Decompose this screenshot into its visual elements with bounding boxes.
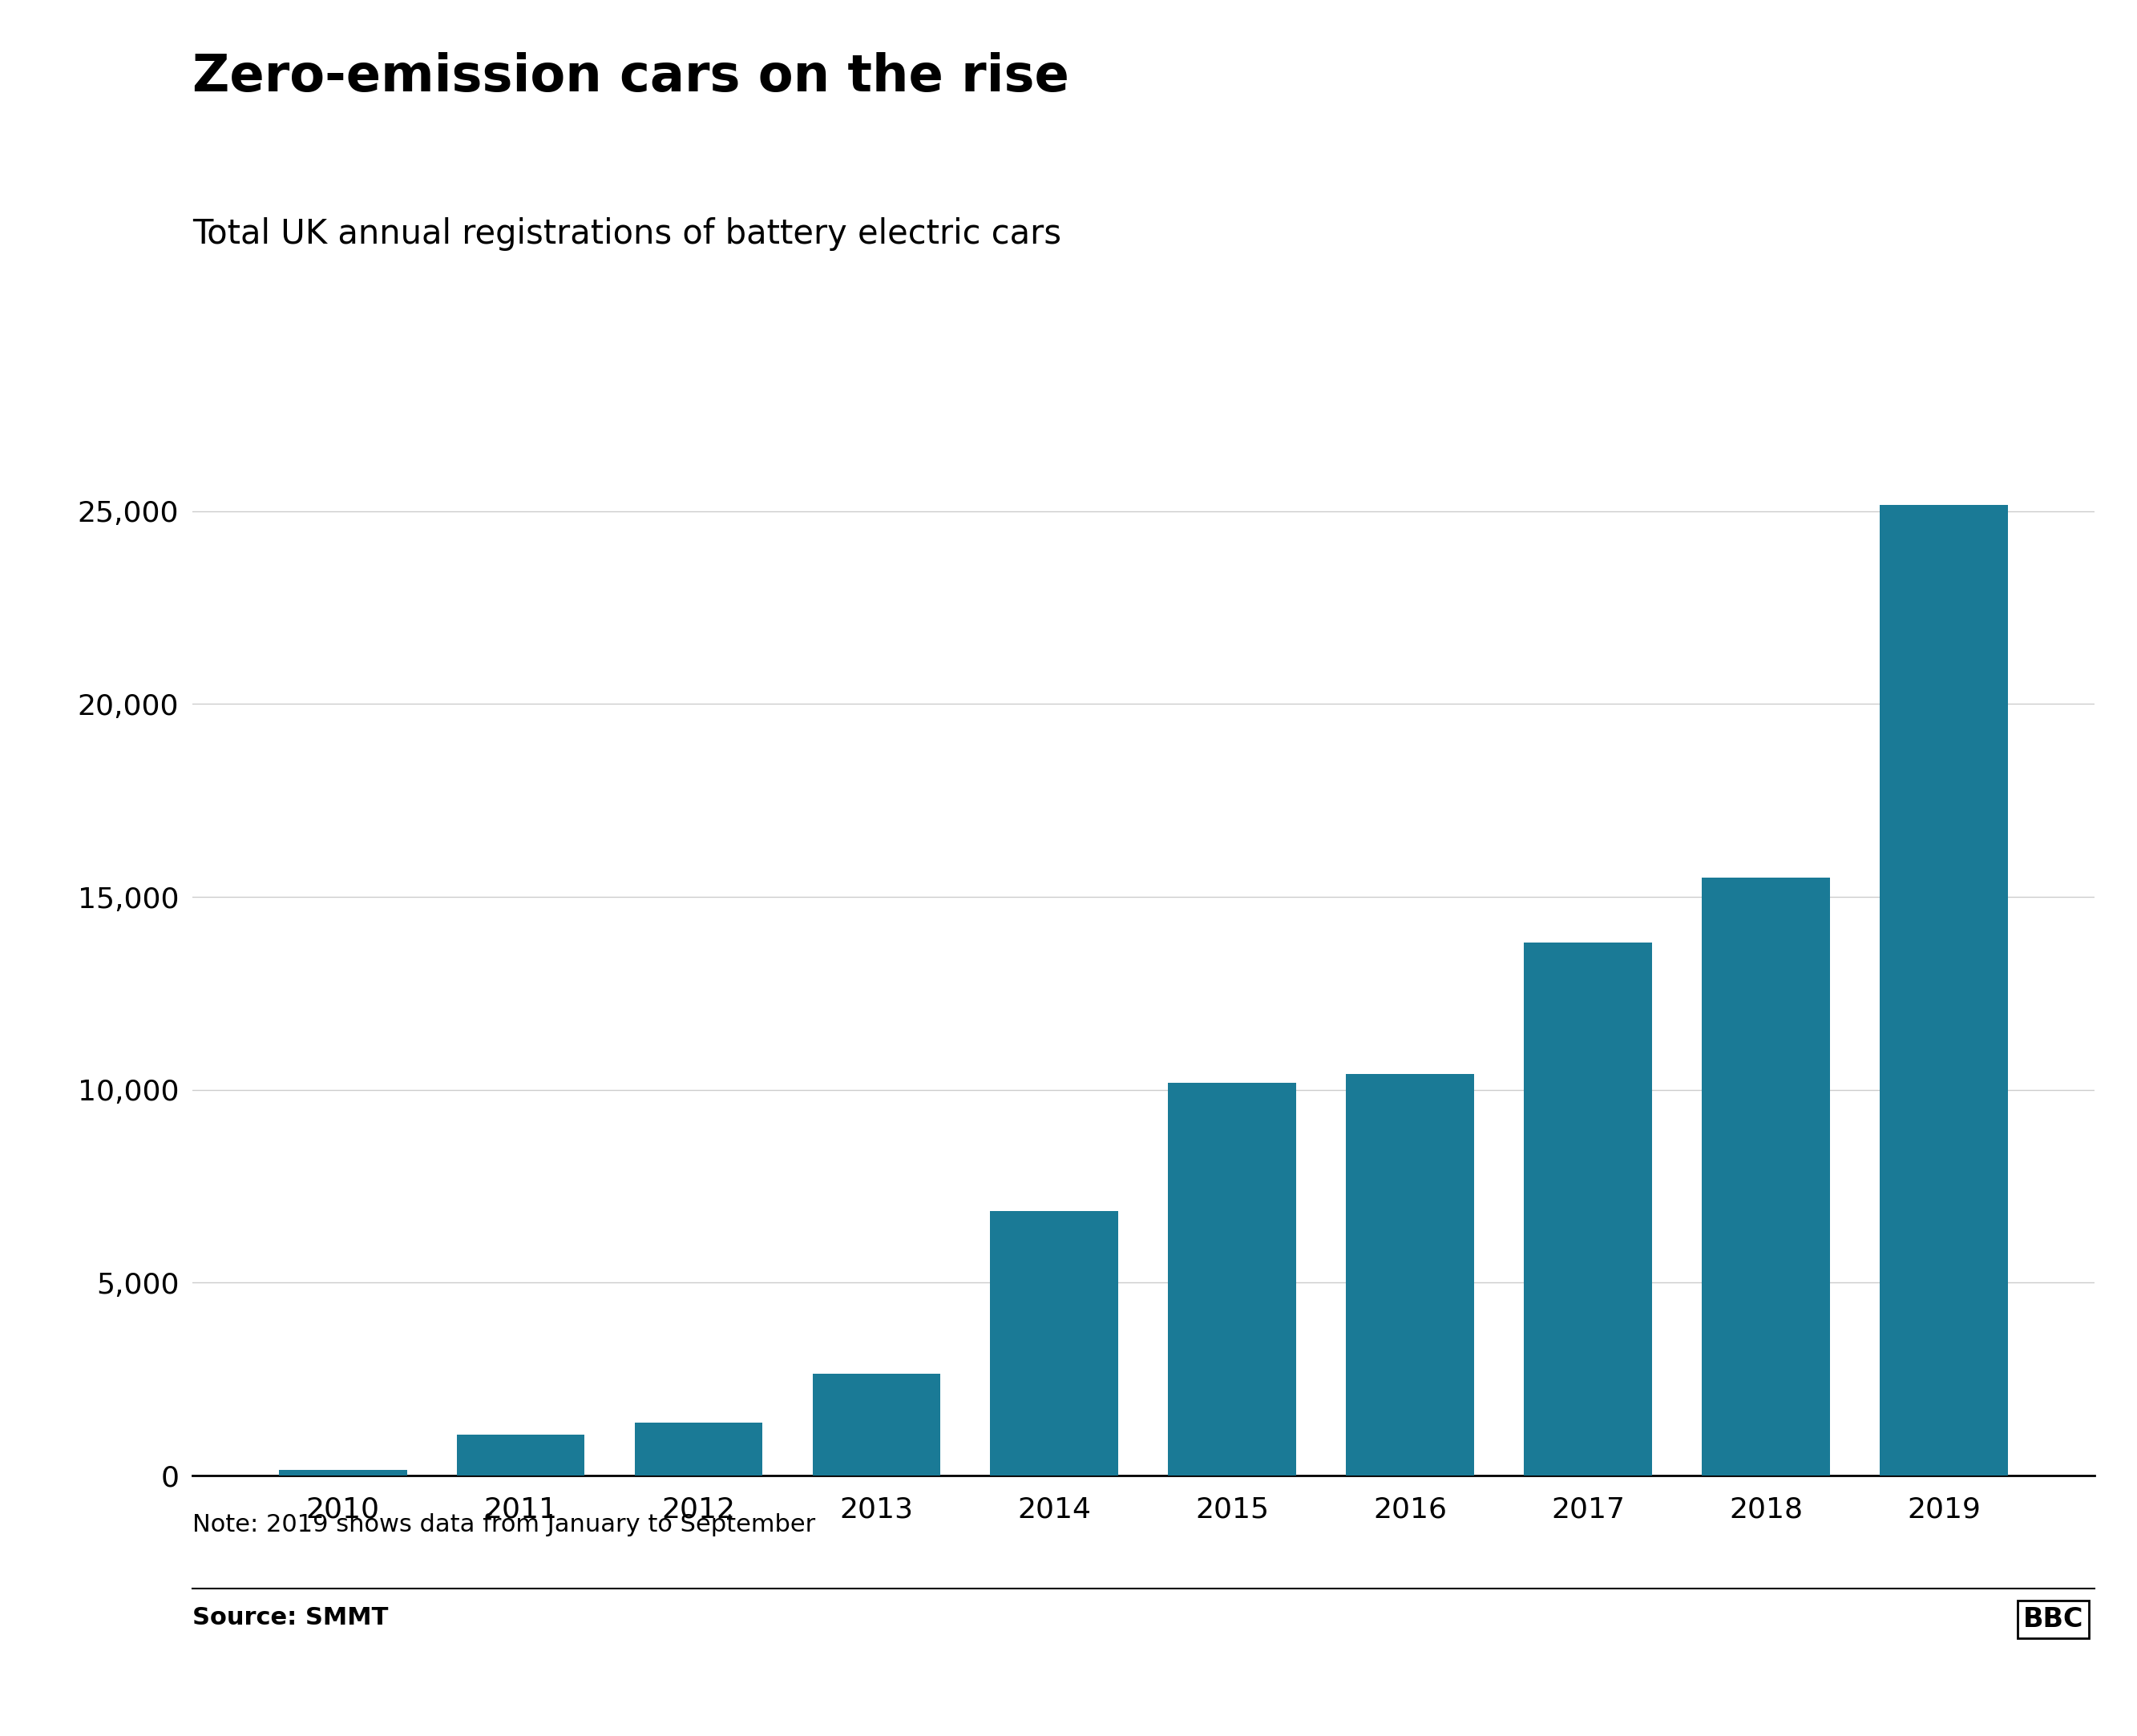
Text: Zero-emission cars on the rise: Zero-emission cars on the rise <box>192 52 1069 102</box>
Text: BBC: BBC <box>2024 1606 2084 1632</box>
Bar <box>1169 1083 1297 1476</box>
Bar <box>812 1373 940 1476</box>
Bar <box>989 1212 1118 1476</box>
Bar <box>635 1424 763 1476</box>
Bar <box>1701 877 1829 1476</box>
Bar <box>1881 505 2009 1476</box>
Bar <box>1524 943 1652 1476</box>
Text: Total UK annual registrations of battery electric cars: Total UK annual registrations of battery… <box>192 217 1062 250</box>
Bar <box>1346 1073 1475 1476</box>
Text: Source: SMMT: Source: SMMT <box>192 1606 389 1628</box>
Text: Note: 2019 shows data from January to September: Note: 2019 shows data from January to Se… <box>192 1514 816 1536</box>
Bar <box>457 1436 586 1476</box>
Bar <box>278 1470 406 1476</box>
